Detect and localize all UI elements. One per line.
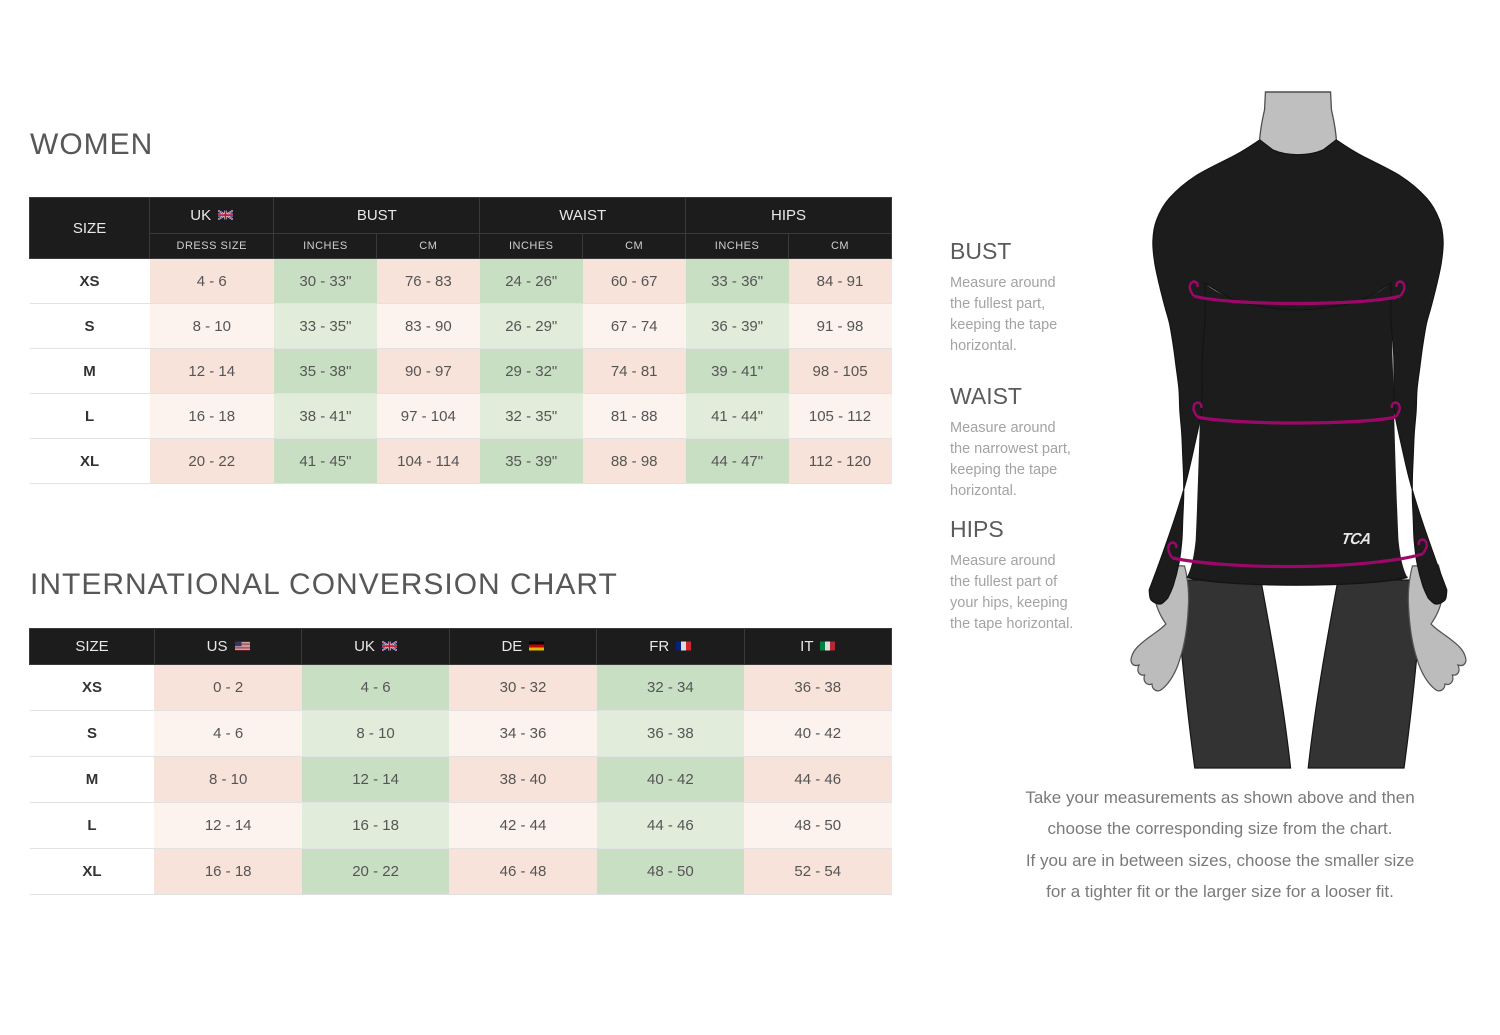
svg-text:TCA: TCA [1340,531,1372,548]
